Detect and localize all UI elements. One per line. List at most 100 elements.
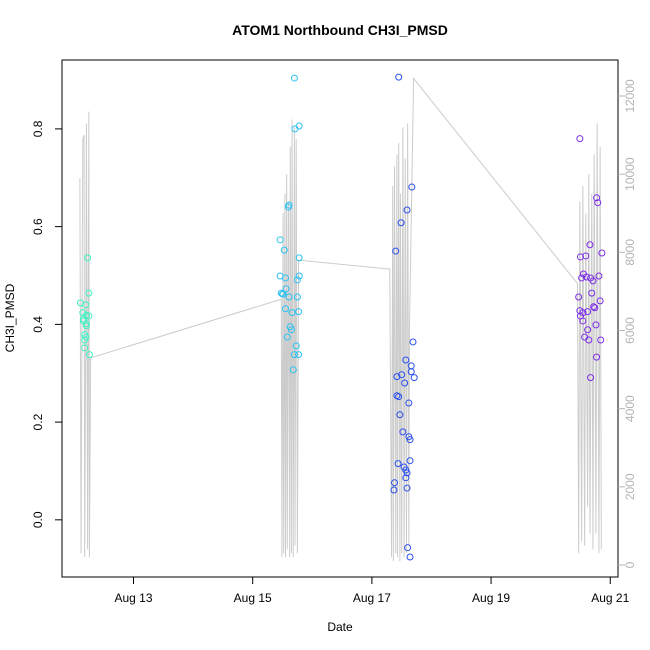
scatter-point <box>403 484 411 492</box>
scatter-point <box>82 320 90 328</box>
scatter-point <box>285 293 293 301</box>
scatter-point <box>85 312 93 320</box>
scatter-point <box>406 457 414 465</box>
scatter-point <box>396 411 404 419</box>
scatter-point <box>594 199 602 207</box>
scatter-point <box>576 135 584 143</box>
y2-tick-label: 2000 <box>623 473 637 500</box>
chart-title: ATOM1 Northbound CH3I_PMSD <box>232 22 448 38</box>
scatter-point <box>290 351 298 359</box>
scatter-point <box>293 293 301 301</box>
scatter-point <box>276 236 284 244</box>
scatter-point <box>290 74 298 82</box>
y-axis-label: CH3I_PMSD <box>3 283 17 352</box>
scatter-point <box>589 277 597 285</box>
scatter-point <box>408 183 416 191</box>
scatter-point <box>279 290 287 298</box>
x-tick-label: Aug 17 <box>353 591 391 605</box>
x-axis-label: Date <box>327 620 353 634</box>
scatter-point <box>410 374 418 382</box>
scatter-point <box>84 254 92 262</box>
scatter-point <box>81 331 89 339</box>
scatter-point <box>586 241 594 249</box>
scatter-point <box>597 336 605 344</box>
scatter-point <box>403 469 411 477</box>
y-tick-label: 0.6 <box>31 218 45 235</box>
scatter-point <box>403 206 411 214</box>
scatter-point <box>280 246 288 254</box>
scatter-point <box>395 73 403 81</box>
x-tick-label: Aug 13 <box>114 591 152 605</box>
scatter-point <box>401 379 409 387</box>
y-tick-label: 0.0 <box>31 511 45 528</box>
scatter-point <box>281 274 289 282</box>
scatter-point <box>579 309 587 317</box>
scatter-point <box>579 317 587 325</box>
scatter-point <box>582 273 590 281</box>
y-tick-label: 0.2 <box>31 413 45 430</box>
scatter-point <box>576 253 584 261</box>
scatter-point <box>587 374 595 382</box>
scatter-point <box>287 326 295 334</box>
scatter-point <box>394 460 402 468</box>
scatter-point <box>283 333 291 341</box>
scatter-point <box>584 326 592 334</box>
y-tick-label: 0.8 <box>31 120 45 137</box>
scatter-point <box>596 297 604 305</box>
scatter-point <box>295 272 303 280</box>
scatter-point <box>398 371 406 379</box>
scatter-point <box>406 553 414 561</box>
scatter-point <box>295 308 303 316</box>
scatter-point <box>407 362 415 370</box>
scatter-point <box>402 474 410 482</box>
scatter-point <box>85 351 93 359</box>
scatter-point <box>82 301 90 309</box>
scatter-point <box>598 249 606 257</box>
scatter-point <box>295 351 303 359</box>
scatter-point <box>588 289 596 297</box>
scatter-point <box>409 338 417 346</box>
y2-tick-label: 8000 <box>623 239 637 266</box>
y2-tick-label: 0 <box>623 561 637 568</box>
y2-tick-label: 12000 <box>623 79 637 113</box>
x-tick-label: Aug 21 <box>591 591 629 605</box>
scatter-point <box>289 366 297 374</box>
scatter-point <box>390 486 398 494</box>
scatter-point <box>282 285 290 293</box>
scatter-point <box>292 342 300 350</box>
scatter-point <box>593 353 601 361</box>
scatter-point <box>82 322 90 330</box>
scatter-point <box>293 276 301 284</box>
scatter-point <box>399 428 407 436</box>
scatter-point <box>592 321 600 329</box>
scatter-point <box>402 356 410 364</box>
scatter-point <box>578 274 586 282</box>
scatter-point <box>285 201 293 209</box>
plot-frame <box>61 59 619 578</box>
scatter-point <box>404 544 412 552</box>
y2-tick-label: 4000 <box>623 395 637 422</box>
scatter-point <box>281 305 289 313</box>
scatter-point <box>406 436 414 444</box>
scatter-point <box>395 393 403 401</box>
scatter-point <box>295 254 303 262</box>
x-tick-label: Aug 19 <box>472 591 510 605</box>
scatter-point <box>295 122 303 130</box>
scatter-point <box>397 219 405 227</box>
scatter-point <box>593 194 601 202</box>
scatter-point <box>582 252 590 260</box>
scatter-point <box>575 293 583 301</box>
y-tick-label: 0.4 <box>31 316 45 333</box>
scatter-point <box>391 479 399 487</box>
scatter-point <box>393 373 401 381</box>
x-tick-label: Aug 15 <box>234 591 272 605</box>
scatter-point <box>81 344 89 352</box>
y2-tick-label: 6000 <box>623 317 637 344</box>
scatter-point <box>392 247 400 255</box>
y2-tick-label: 10000 <box>623 157 637 191</box>
scatter-point <box>584 308 592 316</box>
scatter-point <box>591 304 599 312</box>
scatter-point <box>590 303 598 311</box>
